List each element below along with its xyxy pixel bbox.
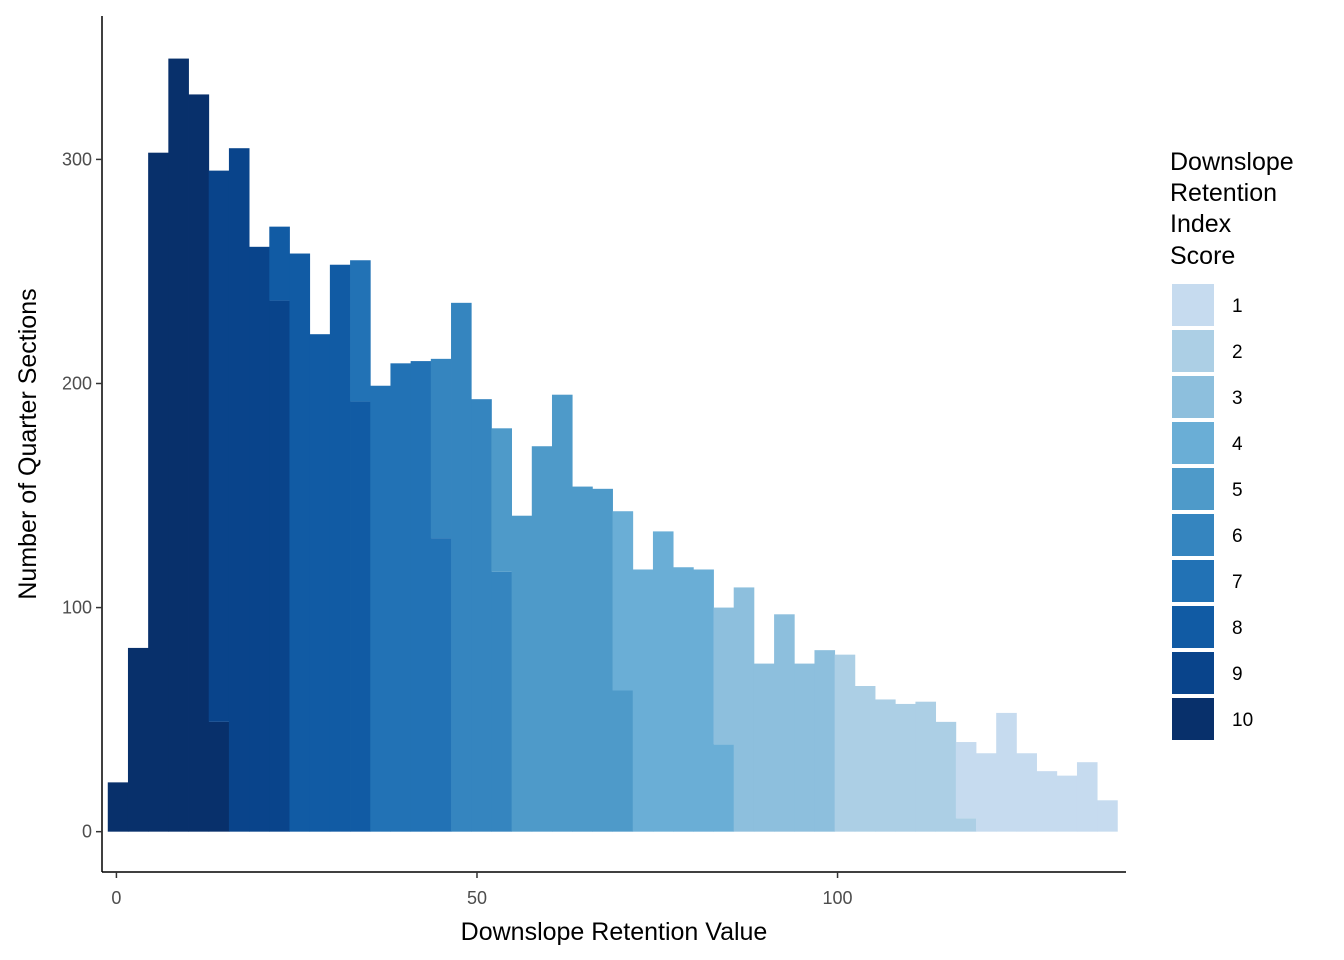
legend-key-label: 5 <box>1232 480 1243 501</box>
bar-segment <box>127 647 149 832</box>
legend-key-swatch <box>1172 514 1214 556</box>
legend-key-label: 10 <box>1232 710 1253 731</box>
bar-segment <box>1016 753 1037 832</box>
bar-segment <box>148 152 169 832</box>
bar-segment <box>935 721 957 832</box>
y-axis-ticks: 0 100 200 300 <box>62 149 102 842</box>
legend-key-swatch <box>1172 698 1214 740</box>
bar-segment <box>753 663 775 832</box>
bar-segment <box>1036 771 1058 832</box>
bar-segment <box>208 721 230 832</box>
legend-key-swatch <box>1172 652 1214 694</box>
bar-segment <box>309 334 331 832</box>
bar-segment <box>491 571 512 832</box>
bar-segment <box>612 690 634 832</box>
bar-segment <box>1097 800 1118 832</box>
bar-segment <box>451 302 472 832</box>
bar-segment <box>612 511 634 691</box>
x-tick-label: 0 <box>111 888 121 908</box>
bar-segment <box>733 587 755 832</box>
bar-segment <box>976 753 997 832</box>
bar-segment <box>774 614 795 832</box>
bar-segment <box>269 300 290 832</box>
bar-segment <box>471 399 492 832</box>
legend-key-label: 4 <box>1232 434 1243 455</box>
bar-segment <box>511 515 533 832</box>
y-tick-label: 100 <box>62 598 92 618</box>
bar-segment <box>814 650 836 832</box>
y-tick-label: 0 <box>82 822 92 842</box>
bar-segment <box>1056 775 1078 832</box>
y-tick-label: 300 <box>62 149 92 169</box>
bar-segment <box>350 401 371 832</box>
bar-segment <box>834 654 856 832</box>
legend-key-label: 8 <box>1232 618 1243 639</box>
bar-segment <box>188 94 210 832</box>
bar-segment <box>430 358 452 539</box>
bar-segment <box>854 686 876 832</box>
y-tick-label: 200 <box>62 373 92 393</box>
y-axis-title: Number of Quarter Sections <box>14 288 42 599</box>
bar-segment <box>572 486 593 832</box>
legend-title-line: Index <box>1170 210 1232 238</box>
bar-segment <box>107 782 129 832</box>
bar-segment <box>673 567 694 832</box>
legend-title: Downslope Retention Index Score <box>1170 148 1301 270</box>
legend-key-swatch <box>1172 606 1214 648</box>
bar-segment <box>531 446 553 832</box>
bar-segment <box>168 58 189 832</box>
bar-segment <box>390 363 412 832</box>
histogram-bars <box>107 58 1118 832</box>
bar-segment <box>713 744 735 832</box>
bar-segment <box>592 488 613 832</box>
bar-segment <box>249 246 270 832</box>
bar-segment <box>915 701 937 832</box>
legend-key-label: 2 <box>1232 342 1243 363</box>
legend-title-line: Score <box>1170 242 1235 270</box>
x-tick-label: 100 <box>823 888 853 908</box>
bar-segment <box>875 699 896 832</box>
legend-key-label: 3 <box>1232 388 1243 409</box>
bar-segment <box>632 569 654 832</box>
bar-segment <box>955 818 977 832</box>
legend-key-swatch <box>1172 376 1214 418</box>
legend-title-line: Downslope <box>1170 148 1294 176</box>
legend-key-label: 6 <box>1232 526 1243 547</box>
x-tick-label: 50 <box>467 888 487 908</box>
bar-segment <box>430 538 452 832</box>
bar-segment <box>693 569 714 832</box>
legend-key-label: 9 <box>1232 664 1243 685</box>
bar-segment <box>713 607 735 745</box>
legend-key-swatch <box>1172 284 1214 326</box>
bar-segment <box>996 712 1017 832</box>
bar-segment <box>794 663 815 832</box>
legend-key-label: 1 <box>1232 296 1243 317</box>
legend-key-swatch <box>1172 560 1214 602</box>
x-axis-ticks: 0 50 100 <box>111 872 853 908</box>
legend-key-swatch <box>1172 330 1214 372</box>
legend-key-swatch <box>1172 422 1214 464</box>
x-axis-title: Downslope Retention Value <box>461 918 768 946</box>
legend: Downslope Retention Index Score 1 2 3 4 5 6 7 8… <box>1170 148 1301 740</box>
bar-segment <box>289 253 311 832</box>
bar-segment <box>350 260 371 402</box>
legend-title-line: Retention <box>1170 179 1277 207</box>
bar-segment <box>1076 762 1098 832</box>
bar-segment <box>491 428 512 572</box>
bar-segment <box>329 264 351 832</box>
bar-segment <box>269 226 290 301</box>
bar-segment <box>895 703 916 832</box>
bar-segment <box>410 361 432 832</box>
bar-segment <box>955 742 977 819</box>
bar-segment <box>551 394 573 832</box>
bar-segment <box>652 531 674 832</box>
legend-keys: 1 2 3 4 5 6 7 8 9 10 <box>1172 284 1253 740</box>
bar-segment <box>370 385 391 832</box>
bar-segment <box>208 170 230 722</box>
legend-key-swatch <box>1172 468 1214 510</box>
legend-key-label: 7 <box>1232 572 1243 593</box>
bar-segment <box>228 148 250 832</box>
